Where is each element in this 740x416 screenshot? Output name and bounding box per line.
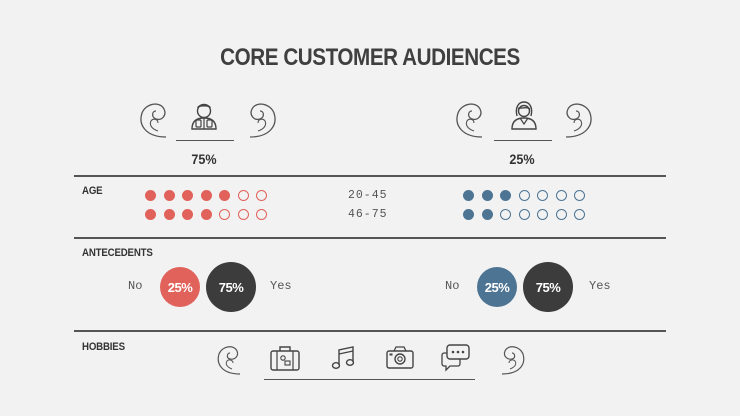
swirl-ornament-icon (249, 103, 276, 138)
left-percentage: 75% (191, 151, 217, 167)
filled-dot (481, 190, 493, 201)
empty-dot (237, 190, 249, 201)
filled-dot (182, 209, 193, 220)
swirl-ornament-icon (565, 103, 592, 138)
right-no-label: No (445, 279, 460, 293)
left-no-label: No (128, 279, 143, 293)
filled-dot (200, 190, 212, 201)
woman-avatar-icon (511, 101, 537, 130)
age-range-1: 20-45 (348, 189, 388, 202)
filled-dot (463, 209, 474, 220)
hobbies-label: HOBBIES (82, 341, 125, 353)
swirl-ornament-icon (456, 103, 483, 138)
empty-dot (256, 190, 267, 201)
chat-bubble-icon (441, 344, 470, 372)
swirl-ornament-icon (501, 346, 525, 375)
music-note-icon (331, 346, 355, 370)
filled-dot (163, 190, 175, 201)
page-title: CORE CUSTOMER AUDIENCES (220, 44, 520, 71)
filled-dot (219, 190, 230, 201)
left-yes-label: Yes (270, 279, 292, 293)
empty-dot (500, 209, 511, 220)
empty-dot (574, 190, 585, 201)
right-yes-circle: 75% (523, 262, 573, 312)
filled-dot (500, 190, 511, 201)
filled-dot (182, 190, 193, 201)
right-no-circle: 25% (477, 267, 517, 307)
age-label: AGE (82, 185, 103, 197)
empty-dot (219, 209, 230, 220)
empty-dot (518, 190, 530, 201)
filled-dot (163, 209, 175, 220)
left-yes-circle: 75% (206, 262, 256, 312)
filled-dot (145, 209, 156, 220)
empty-dot (256, 209, 267, 220)
swirl-ornament-icon (217, 346, 241, 375)
man-avatar-icon (191, 103, 217, 130)
filled-dot (463, 190, 474, 201)
empty-dot (518, 209, 530, 220)
filled-dot (200, 209, 212, 220)
empty-dot (537, 209, 548, 220)
age-range-2: 46-75 (348, 208, 388, 221)
right-yes-label: Yes (589, 279, 611, 293)
empty-dot (574, 209, 585, 220)
empty-dot (555, 190, 567, 201)
left-no-value: 25% (167, 279, 193, 295)
suitcase-icon (270, 346, 300, 371)
empty-dot (237, 209, 249, 220)
filled-dot (481, 209, 493, 220)
empty-dot (555, 209, 567, 220)
right-percentage: 25% (509, 151, 535, 167)
swirl-ornament-icon (140, 103, 167, 138)
empty-dot (537, 190, 548, 201)
left-yes-value: 75% (218, 279, 244, 295)
filled-dot (145, 190, 156, 201)
camera-icon (386, 346, 414, 369)
right-yes-value: 75% (535, 279, 561, 295)
left-no-circle: 25% (160, 267, 200, 307)
right-no-value: 25% (484, 279, 510, 295)
antecedents-label: ANTECEDENTS (82, 247, 153, 259)
